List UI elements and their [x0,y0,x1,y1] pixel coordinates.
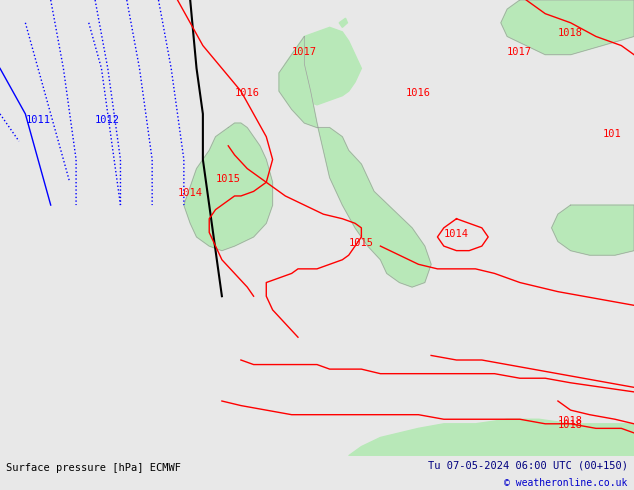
Text: 1015: 1015 [349,238,373,248]
Polygon shape [285,27,361,105]
Text: 1014: 1014 [178,188,202,198]
Text: 1015: 1015 [216,174,240,184]
Text: 1011: 1011 [25,115,50,125]
Polygon shape [279,36,431,287]
Text: Tu 07-05-2024 06:00 UTC (00+150): Tu 07-05-2024 06:00 UTC (00+150) [428,461,628,471]
Text: 1017: 1017 [507,47,532,57]
Text: 1012: 1012 [95,115,120,125]
Text: 1018: 1018 [558,28,583,38]
Polygon shape [339,18,347,27]
Polygon shape [501,0,634,55]
Text: 1017: 1017 [292,47,316,57]
Text: 1016: 1016 [406,88,430,98]
Text: 1016: 1016 [235,88,259,98]
Text: 1014: 1014 [444,229,469,239]
Text: Surface pressure [hPa] ECMWF: Surface pressure [hPa] ECMWF [6,463,181,473]
Polygon shape [552,205,634,255]
Text: 1018: 1018 [558,420,583,430]
Text: 101: 101 [602,129,621,139]
Polygon shape [184,123,273,251]
Text: 1018: 1018 [558,416,583,426]
Polygon shape [349,419,634,456]
Text: © weatheronline.co.uk: © weatheronline.co.uk [504,478,628,488]
